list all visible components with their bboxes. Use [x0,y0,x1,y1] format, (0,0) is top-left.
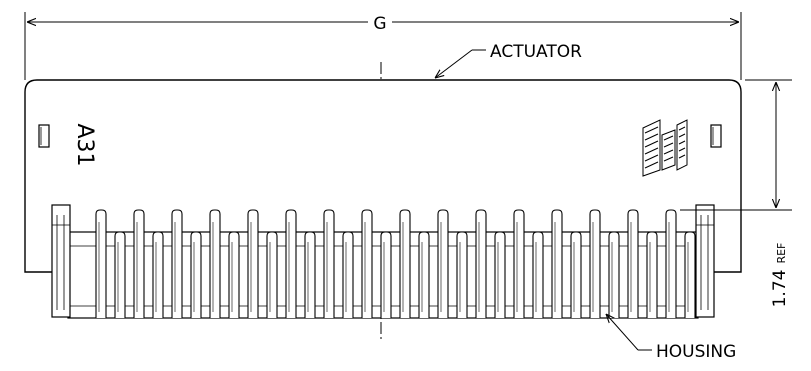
pin-lower [532,231,544,318]
pin-label-a31: A31 [72,123,97,166]
pin-lower [152,231,164,318]
pin-upper [399,209,411,318]
dimension-height-label: 1.74REF [770,243,790,308]
window-right [710,124,722,148]
housing-leader [606,314,652,351]
latch-left [51,204,71,318]
dimension-g [24,12,742,80]
pin-upper [323,209,335,318]
pin-upper [133,209,145,318]
pin-upper [513,209,525,318]
pin-upper [209,209,221,318]
dimension-height [680,79,792,211]
pin-lower [570,231,582,318]
pin-upper [551,209,563,318]
pin-upper [171,209,183,318]
actuator-leader [435,49,486,78]
contact-pins [95,209,696,318]
pin-upper [285,209,297,318]
pin-upper [437,209,449,318]
pin-lower [608,231,620,318]
window-left [38,124,50,148]
pin-upper [361,209,373,318]
pin-upper [589,209,601,318]
pin-upper [627,209,639,318]
dimension-g-label: G [373,14,386,34]
pin-lower [684,231,696,318]
pin-lower [418,231,430,318]
pin-lower [494,231,506,318]
pin-lower [456,231,468,318]
pin-lower [380,231,392,318]
pin-upper [247,209,259,318]
pin-upper [665,209,677,318]
pin-lower [342,231,354,318]
brand-logo [642,119,688,177]
pin-lower [304,231,316,318]
pin-lower [266,231,278,318]
pin-lower [114,231,126,318]
pin-upper [475,209,487,318]
actuator-callout: ACTUATOR [490,42,582,62]
pin-lower [190,231,202,318]
latch-right [695,204,715,318]
pin-upper [95,209,107,318]
pin-lower [228,231,240,318]
pin-lower [646,231,658,318]
housing-callout: HOUSING [656,342,736,362]
